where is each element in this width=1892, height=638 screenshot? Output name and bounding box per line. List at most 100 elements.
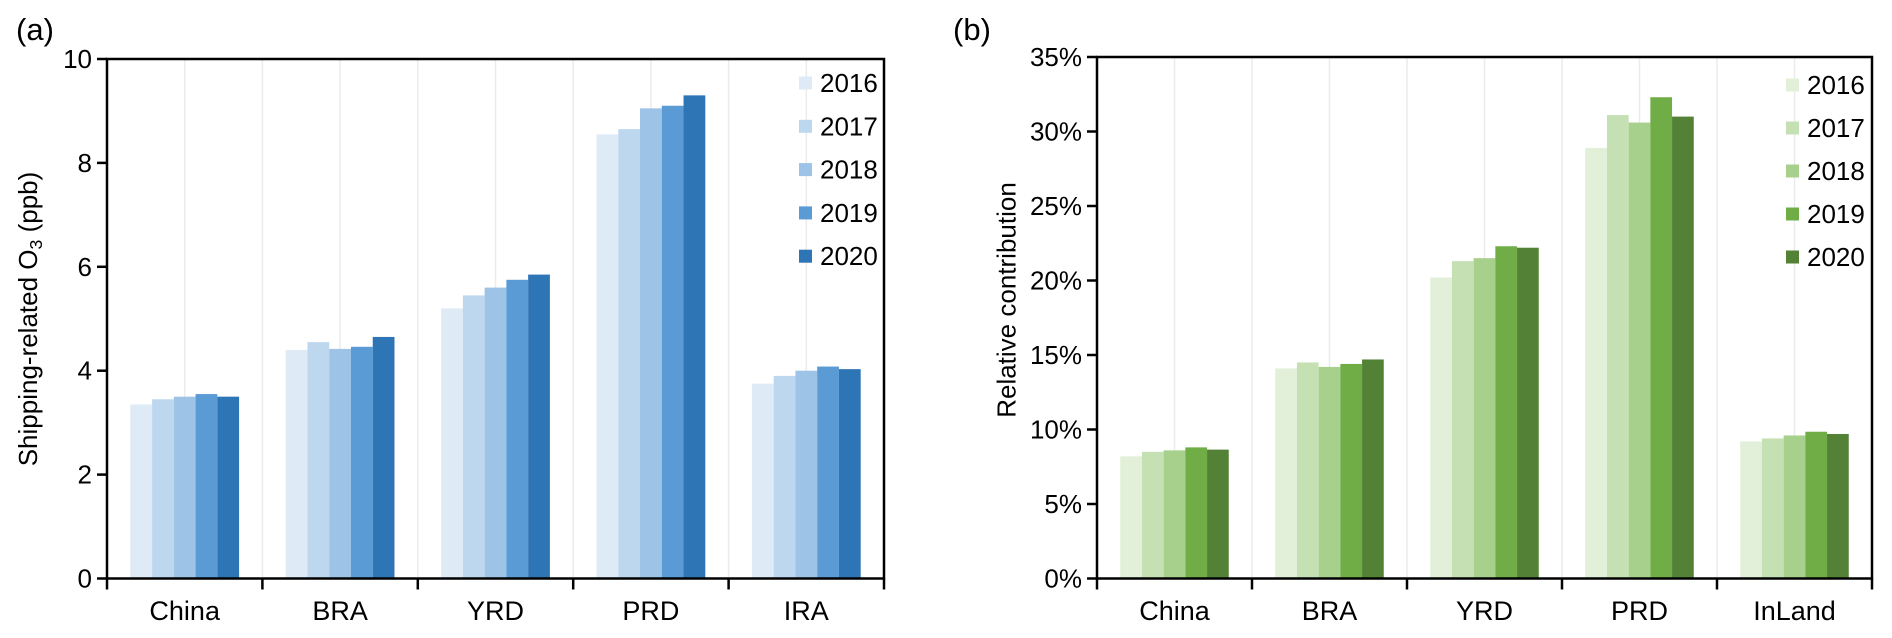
y-tick-label: 10%: [1030, 415, 1082, 445]
category-label-China: China: [1139, 596, 1211, 626]
bar-YRD-2017: [462, 295, 485, 579]
legend-swatch-2019: [799, 206, 812, 220]
legend-swatch-2018: [1786, 164, 1799, 178]
bar-YRD-2019: [506, 279, 529, 579]
y-tick-label: 30%: [1030, 117, 1082, 147]
bar-PRD-2020: [1672, 116, 1694, 579]
bar-PRD-2017: [618, 129, 641, 579]
bar-PRD-2019: [1650, 97, 1673, 579]
panel-a-label: (a): [16, 12, 54, 47]
category-label-YRD: YRD: [1456, 596, 1513, 626]
category-label-PRD: PRD: [622, 596, 679, 626]
legend-label-2018: 2018: [1807, 156, 1865, 186]
bar-China-2020: [1207, 449, 1229, 579]
bar-BRA-2018: [329, 348, 351, 579]
legend-label-2018: 2018: [820, 155, 878, 185]
legend-label-2016: 2016: [1807, 70, 1865, 100]
category-label-InLand: InLand: [1753, 596, 1836, 626]
y-tick-label: 5%: [1044, 489, 1082, 519]
legend-swatch-2018: [799, 163, 812, 177]
y-tick-label: 35%: [1030, 42, 1082, 72]
bar-PRD-2018: [640, 108, 662, 579]
category-label-BRA: BRA: [312, 596, 368, 626]
bar-IRA-2020: [838, 369, 861, 579]
bar-YRD-2017: [1451, 261, 1474, 579]
category-label-IRA: IRA: [784, 596, 829, 626]
bar-IRA-2016: [751, 383, 774, 579]
legend-swatch-2016: [799, 76, 812, 90]
bar-BRA-2019: [1340, 363, 1363, 579]
plot-frame: [1095, 55, 1874, 580]
bar-BRA-2016: [285, 349, 308, 579]
bar-InLand-2017: [1761, 438, 1784, 579]
legend-swatch-2016: [1786, 78, 1799, 92]
bar-BRA-2017: [307, 342, 330, 579]
bar-PRD-2016: [1585, 147, 1607, 579]
legend-label-2020: 2020: [1807, 242, 1865, 272]
y-tick-label: 10: [63, 44, 92, 74]
bar-YRD-2016: [1430, 277, 1452, 579]
y-tick-label: 6: [78, 252, 92, 282]
y-tick-label: 0: [78, 564, 92, 594]
plot-frame: [105, 57, 886, 580]
y-tick-label: 0%: [1044, 564, 1082, 594]
category-label-PRD: PRD: [1611, 596, 1668, 626]
bar-BRA-2020: [1362, 359, 1384, 579]
legend-b: 2016 2017 2018 2019 2020: [1786, 70, 1865, 272]
legend-label-2019: 2019: [1807, 199, 1865, 229]
legend-swatch-2019: [1786, 207, 1799, 221]
bar-BRA-2018: [1318, 366, 1341, 579]
bar-BRA-2019: [350, 346, 373, 579]
legend-label-2020: 2020: [820, 241, 878, 271]
bar-China-2016: [130, 404, 153, 579]
legend-label-2017: 2017: [1807, 113, 1865, 143]
chart-b: 0% 5% 10% 15% 20% 25% 30% 35% China BRA YRD PRD InLa…: [1030, 42, 1874, 626]
y-tick-label: 2: [78, 460, 92, 490]
bar-China-2019: [1185, 447, 1208, 579]
bar-BRA-2020: [372, 336, 395, 579]
y-tick-label: 4: [78, 356, 92, 386]
bar-YRD-2020: [1517, 247, 1539, 579]
category-label-China: China: [149, 596, 221, 626]
bar-YRD-2016: [441, 308, 463, 579]
bar-China-2019: [195, 394, 218, 579]
legend-swatch-2017: [1786, 121, 1799, 135]
bar-YRD-2018: [484, 287, 507, 579]
bar-China-2018: [1163, 450, 1186, 579]
bar-China-2016: [1120, 456, 1142, 579]
panel-b-label: (b): [953, 12, 991, 47]
bar-BRA-2016: [1275, 368, 1297, 579]
legend-a: 2016 2017 2018 2019 2020: [799, 68, 878, 271]
bar-PRD-2017: [1606, 115, 1629, 579]
bar-China-2020: [217, 396, 240, 579]
category-label-YRD: YRD: [467, 596, 524, 626]
bar-IRA-2018: [795, 370, 818, 579]
bar-PRD-2016: [596, 134, 619, 579]
bar-YRD-2020: [528, 274, 550, 579]
chart-a: 0 2 4 6 8 10 China BRA YRD PRD IRA 2016 2017 2018 2019…: [63, 44, 886, 626]
legend-label-2016: 2016: [820, 68, 878, 98]
bar-PRD-2020: [683, 95, 706, 579]
bar-InLand-2019: [1805, 431, 1828, 579]
bar-China-2017: [152, 399, 174, 579]
bar-BRA-2017: [1296, 362, 1319, 579]
legend-swatch-2017: [799, 119, 812, 133]
bar-IRA-2017: [773, 375, 796, 579]
bar-IRA-2019: [817, 366, 839, 579]
bar-InLand-2020: [1827, 433, 1849, 579]
y-tick-label: 15%: [1030, 340, 1082, 370]
bar-PRD-2019: [661, 105, 684, 579]
legend-swatch-2020: [799, 249, 812, 263]
legend-label-2019: 2019: [820, 198, 878, 228]
legend-label-2017: 2017: [820, 111, 878, 141]
bar-YRD-2018: [1473, 258, 1496, 579]
category-label-BRA: BRA: [1302, 596, 1358, 626]
y-tick-label: 25%: [1030, 191, 1082, 221]
bar-China-2017: [1141, 451, 1164, 579]
bar-InLand-2016: [1740, 441, 1762, 579]
bar-InLand-2018: [1783, 435, 1806, 579]
legend-swatch-2020: [1786, 250, 1799, 264]
bar-PRD-2018: [1628, 122, 1651, 579]
bar-China-2018: [173, 396, 196, 579]
